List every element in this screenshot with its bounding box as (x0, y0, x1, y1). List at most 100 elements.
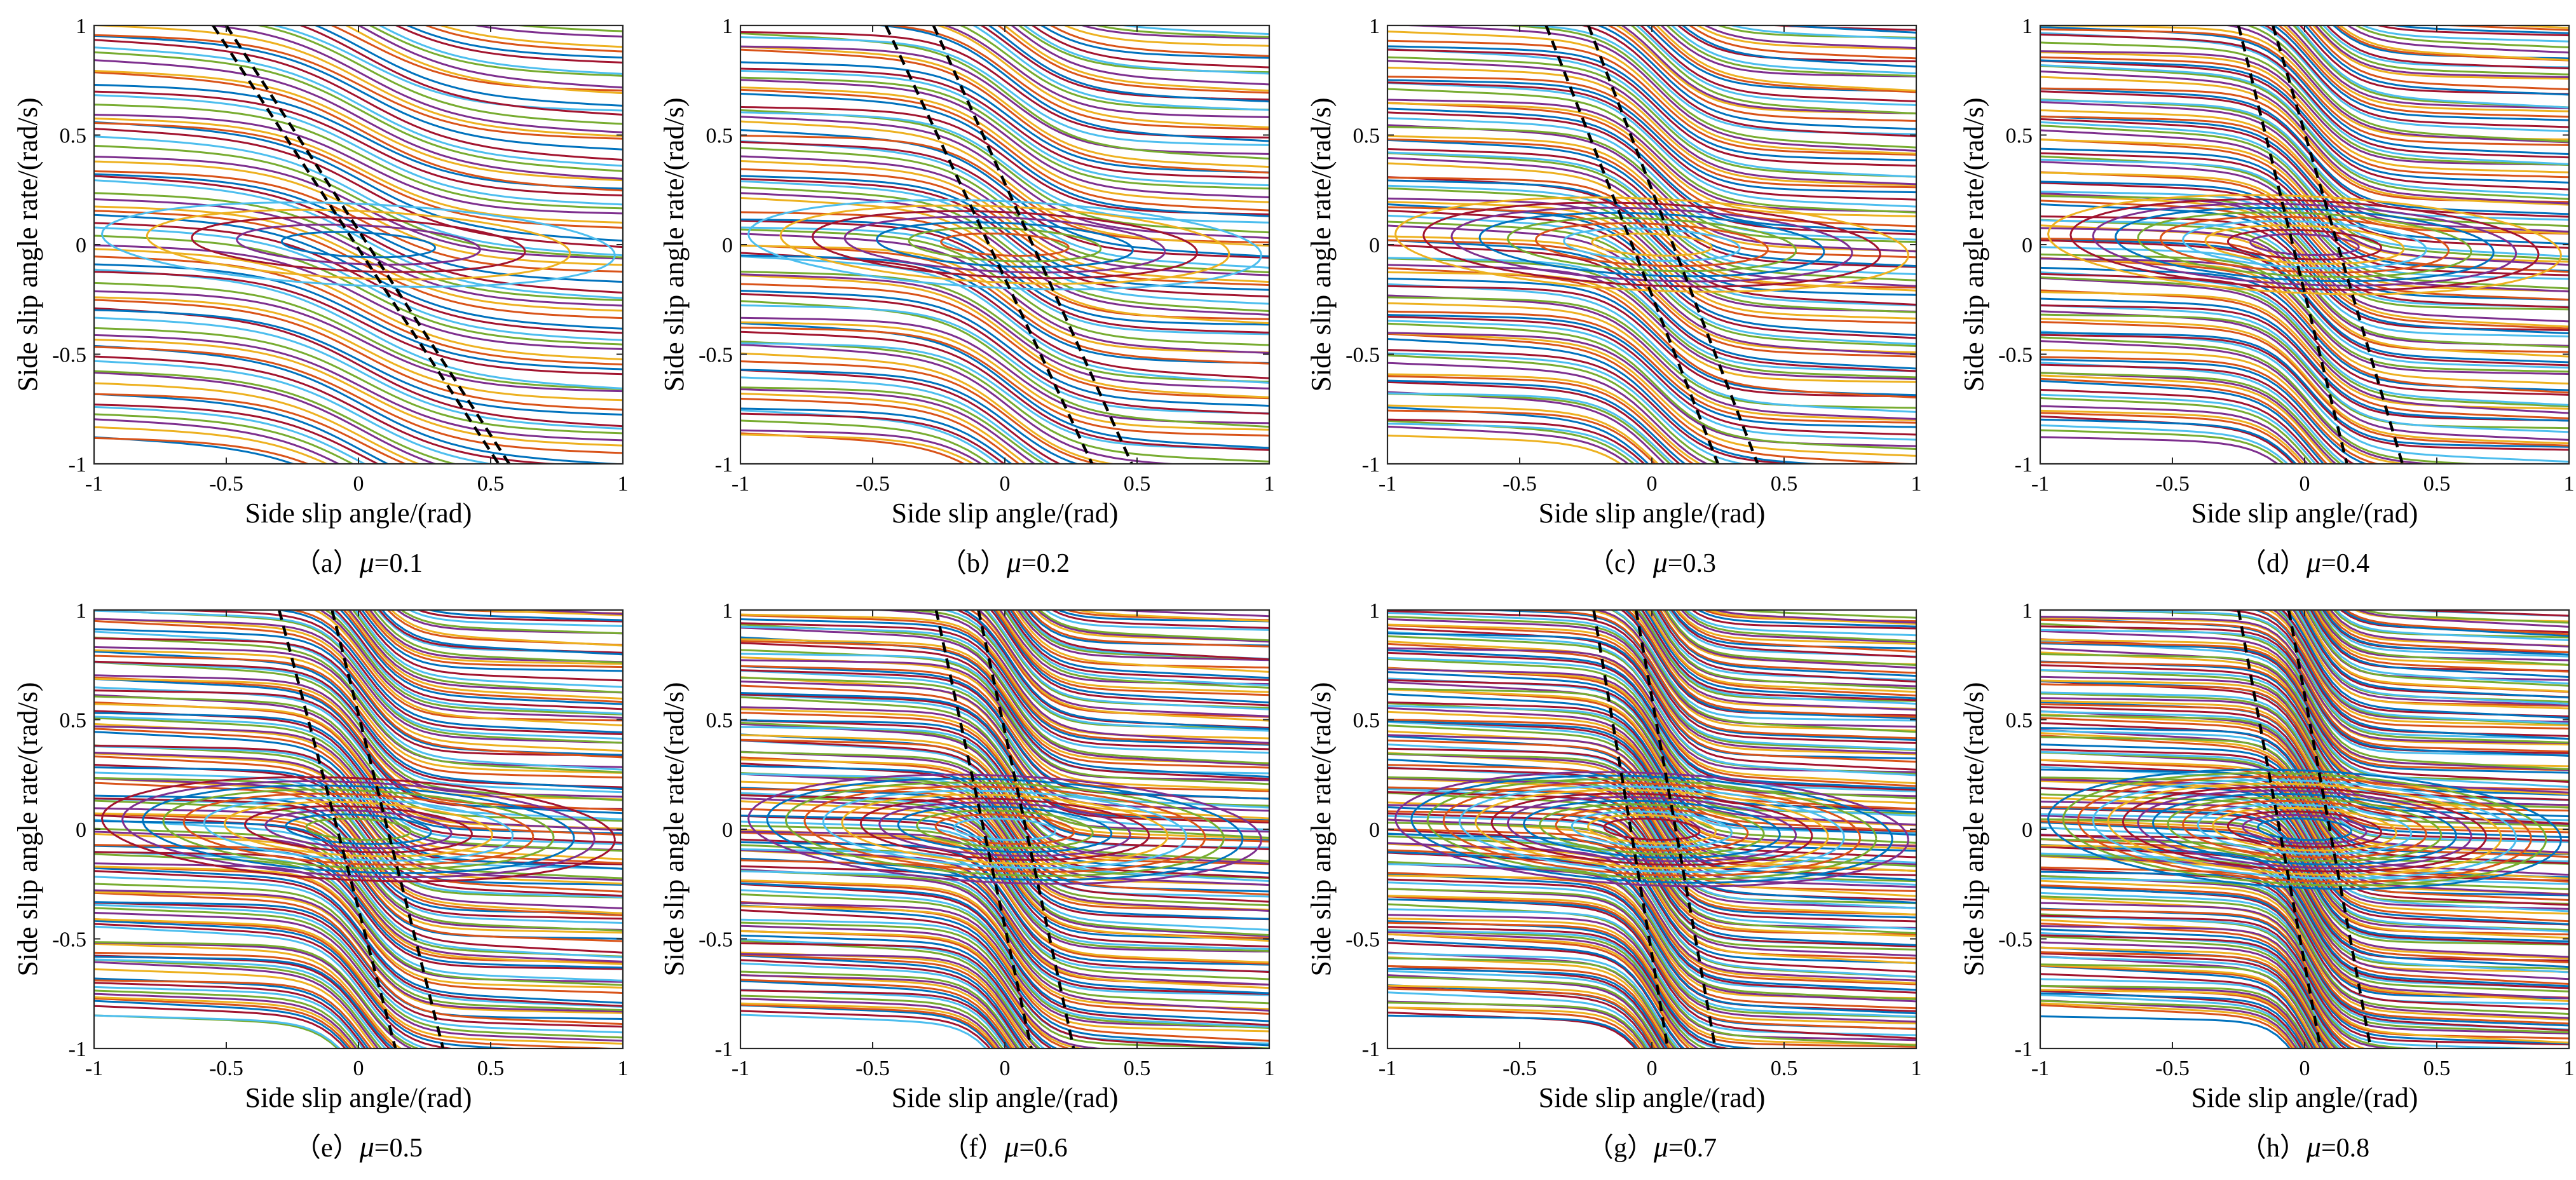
phase-trajectory (94, 958, 387, 1048)
phase-trajectory (94, 979, 372, 1048)
phase-trajectory (1387, 79, 1916, 194)
phase-trajectory (149, 610, 623, 735)
phase-trajectory (747, 199, 1262, 290)
phase-trajectory (1387, 929, 1723, 1048)
y-tick-label: -0.5 (52, 928, 86, 952)
phase-trajectory (94, 370, 458, 464)
phase-trajectory (811, 210, 1198, 280)
y-tick-label: -0.5 (1998, 928, 2033, 952)
phase-trajectory (1010, 25, 1269, 86)
phase-trajectory (2040, 683, 2569, 812)
phase-trajectory (1387, 873, 1916, 1015)
phase-trajectory (1394, 196, 1909, 293)
phase-trajectory (740, 676, 1269, 820)
phase-trajectory (2069, 198, 2540, 291)
phase-trajectory (740, 245, 1269, 354)
phase-trajectory (313, 610, 623, 727)
phase-trajectory (1387, 60, 1916, 186)
phase-trajectory (2040, 64, 2569, 200)
phase-trajectory (740, 86, 1269, 203)
phase-trajectory (2040, 59, 2569, 184)
phase-trajectory (94, 316, 623, 430)
y-tick-label: 0.5 (706, 125, 733, 148)
phase-trajectory (740, 693, 1269, 831)
phase-trajectory (1387, 984, 1658, 1048)
x-tick-label: -0.5 (1503, 1057, 1537, 1080)
phase-trajectory (740, 111, 1269, 224)
phase-trajectory (94, 918, 623, 1045)
phase-trajectory (740, 322, 1269, 449)
phase-trajectory (1703, 25, 1916, 50)
phase-trajectory (1387, 257, 1916, 372)
phase-trajectory (1387, 337, 1828, 464)
phase-trajectory (2333, 610, 2569, 639)
phase-trajectory (2040, 246, 2569, 369)
phase-trajectory (1907, 25, 1916, 26)
phase-trajectory (1506, 217, 1797, 273)
phase-trajectory (94, 889, 623, 1013)
phase-trajectory (740, 290, 1269, 407)
phase-trajectory (81, 0, 636, 25)
phase-trajectory (740, 640, 1269, 769)
x-axis-label: Side slip angle/(rad) (245, 498, 472, 529)
phase-trajectory (2040, 273, 2569, 396)
phase-trajectory (2040, 393, 2317, 464)
phase-trajectory (94, 156, 623, 260)
phase-trajectory (1387, 117, 1916, 241)
phase-trajectory (2040, 653, 2569, 782)
phase-trajectory (1387, 1001, 1648, 1048)
phase-trajectory (2263, 25, 2569, 128)
phase-trajectory (1387, 651, 1916, 791)
phase-trajectory (2040, 412, 2302, 464)
phase-trajectory (2040, 115, 2569, 245)
y-axis-label: Side slip angle rate/(rad/s) (1958, 97, 1989, 391)
phase-trajectory (342, 610, 623, 703)
phase-trajectory (1387, 610, 1916, 744)
y-tick-label: 0 (76, 234, 86, 257)
phase-trajectory (2040, 759, 2569, 901)
phase-trajectory (1626, 610, 1916, 718)
phase-trajectory (255, 25, 623, 125)
phase-trajectory (2115, 207, 2495, 283)
phase-trajectory (2040, 675, 2569, 806)
phase-trajectory (1387, 392, 1675, 464)
phase-trajectory (740, 764, 1269, 893)
phase-trajectory (740, 925, 1110, 1048)
phase-trajectory (1522, 799, 1781, 859)
phase-trajectory (1779, 25, 1916, 34)
phase-trajectory (2040, 1002, 2296, 1048)
phase-trajectory (1387, 710, 1916, 850)
phase-trajectory (2040, 669, 2569, 809)
phase-trajectory (2040, 28, 2569, 146)
phase-trajectory (740, 92, 1269, 217)
phase-trajectory (1534, 222, 1769, 268)
stability-boundary-line (977, 610, 1075, 1048)
phase-trajectory (2047, 194, 2562, 295)
phase-trajectory (2375, 25, 2569, 37)
phase-trajectory (1639, 25, 1916, 102)
x-tick-label: -1 (1379, 472, 1396, 496)
phase-trajectory (2295, 25, 2569, 109)
phase-trajectory (1387, 933, 1695, 1048)
phase-trajectory (2040, 436, 2279, 464)
panel-caption: （a）μ=0.1 (294, 546, 423, 578)
phase-trajectory (2040, 703, 2569, 834)
phase-trajectory (94, 862, 623, 983)
phase-trajectory (2307, 25, 2569, 91)
phase-trajectory (2040, 879, 2569, 1021)
phase-trajectory (740, 815, 1269, 948)
stability-boundary-line (1544, 25, 1720, 464)
phase-trajectory (859, 797, 1150, 861)
phase-trajectory (94, 122, 623, 229)
y-tick-label: -0.5 (1998, 344, 2033, 367)
phase-trajectory (1036, 610, 1269, 643)
phase-trajectory (1387, 373, 1702, 464)
phase-trajectory (740, 254, 1269, 364)
phase-trajectory (740, 942, 1053, 1048)
phase-trajectory (1387, 393, 1672, 464)
y-tick-label: 1 (76, 15, 86, 38)
phase-trajectory (94, 661, 623, 801)
phase-trajectory (94, 437, 311, 464)
phase-trajectory (1387, 1007, 1641, 1048)
phase-trajectory (740, 271, 1269, 383)
